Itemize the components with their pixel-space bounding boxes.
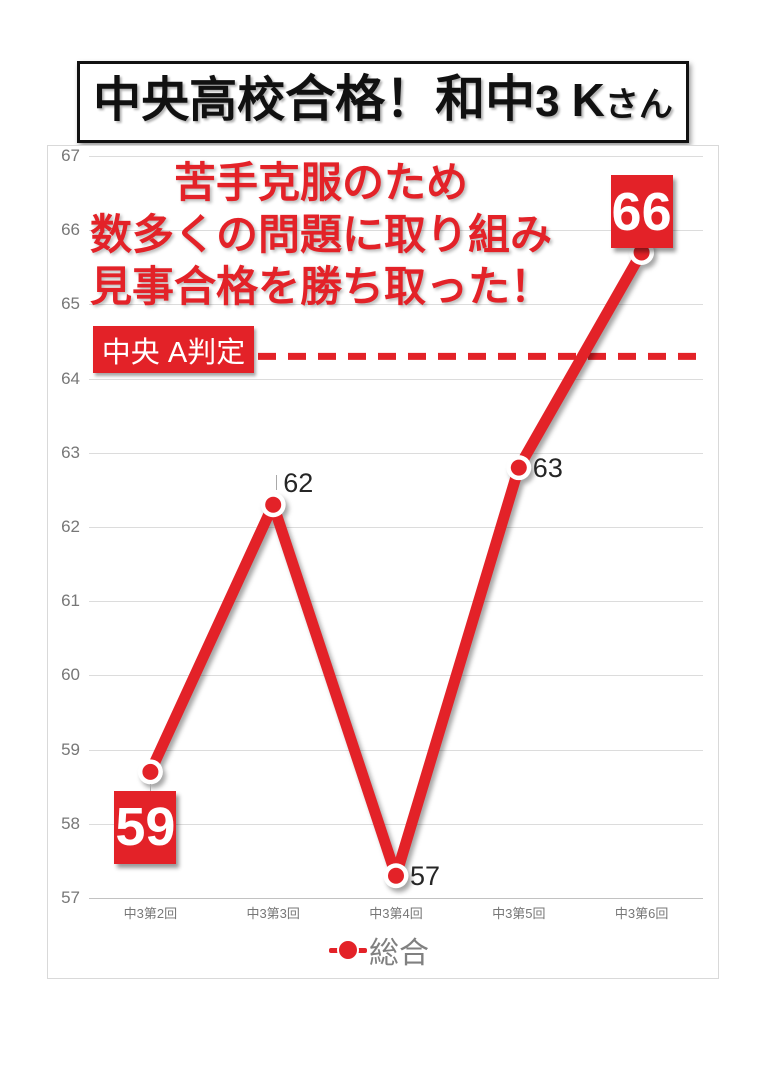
gridline [89, 527, 703, 528]
gridline [89, 601, 703, 603]
legend: 総合 [329, 934, 429, 970]
gridline [89, 304, 703, 306]
title-student-initial: K [571, 74, 605, 126]
gridline [89, 230, 703, 232]
legend-label: 総合 [369, 937, 429, 970]
annotation-line-3: 見事合格を勝ち取った！ [89, 265, 552, 311]
gridline [89, 823, 703, 825]
title-banner: 中央高校 合格！ 和中 3 K さん [77, 61, 689, 143]
gridline [89, 156, 703, 157]
chart-annotation: 苦手克服のため 数多くの問題に取り組み 見事合格を勝ち取った！ [48, 158, 594, 314]
y-tick-label: 59 [61, 739, 80, 759]
threshold-label: 中央 A判定 [93, 326, 254, 373]
y-tick-label: 62 [61, 517, 80, 536]
label-leader-line [150, 783, 152, 792]
y-tick-label: 61 [61, 591, 80, 611]
gridline [89, 749, 703, 751]
y-tick-label: 66 [61, 220, 80, 240]
data-label-box: 66 [610, 175, 673, 249]
data-point-marker-core [265, 496, 282, 513]
gridline [89, 675, 703, 677]
data-point-marker-core [142, 763, 159, 780]
title-pass-text: 合格！ [285, 71, 436, 127]
x-tick-label: 中3第3回 [246, 906, 300, 921]
data-label: 63 [532, 452, 563, 483]
title-grade: 3 [535, 77, 560, 126]
data-point-marker-core [510, 459, 527, 476]
legend-line-marker-icon [329, 938, 367, 962]
y-tick-label: 63 [61, 442, 80, 462]
gridline [89, 378, 703, 380]
y-tick-label: 57 [61, 888, 80, 907]
y-tick-label: 60 [61, 665, 80, 685]
title-school-name: 中央高校 [93, 74, 286, 127]
x-axis-line [89, 898, 703, 899]
label-leader-line [276, 474, 278, 490]
data-label-box: 59 [114, 790, 177, 864]
data-point-marker-core [633, 244, 650, 261]
x-tick-label: 中3第5回 [492, 906, 546, 921]
title-junior-high: 和中 [435, 71, 536, 127]
x-tick-label: 中3第4回 [369, 906, 423, 921]
annotation-line-2: 数多くの問題に取り組み [89, 213, 552, 259]
y-tick-label: 64 [61, 368, 80, 388]
gridline [89, 452, 703, 454]
data-label: 57 [410, 860, 441, 891]
annotation-line-1: 苦手克服のため [173, 161, 468, 207]
y-tick-label: 67 [61, 146, 80, 165]
y-tick-label: 65 [61, 294, 80, 314]
title-honorific: さん [604, 86, 673, 124]
data-point-marker-core [388, 867, 404, 884]
score-line-chart: 苦手克服のため 数多くの問題に取り組み 見事合格を勝ち取った！ 中央 A判定 総… [47, 145, 719, 979]
chart-plot-svg [137, 239, 704, 889]
x-tick-label: 中3第6回 [614, 906, 669, 921]
y-tick-label: 58 [61, 813, 80, 833]
x-tick-label: 中3第2回 [123, 906, 178, 921]
data-label: 62 [283, 467, 314, 498]
